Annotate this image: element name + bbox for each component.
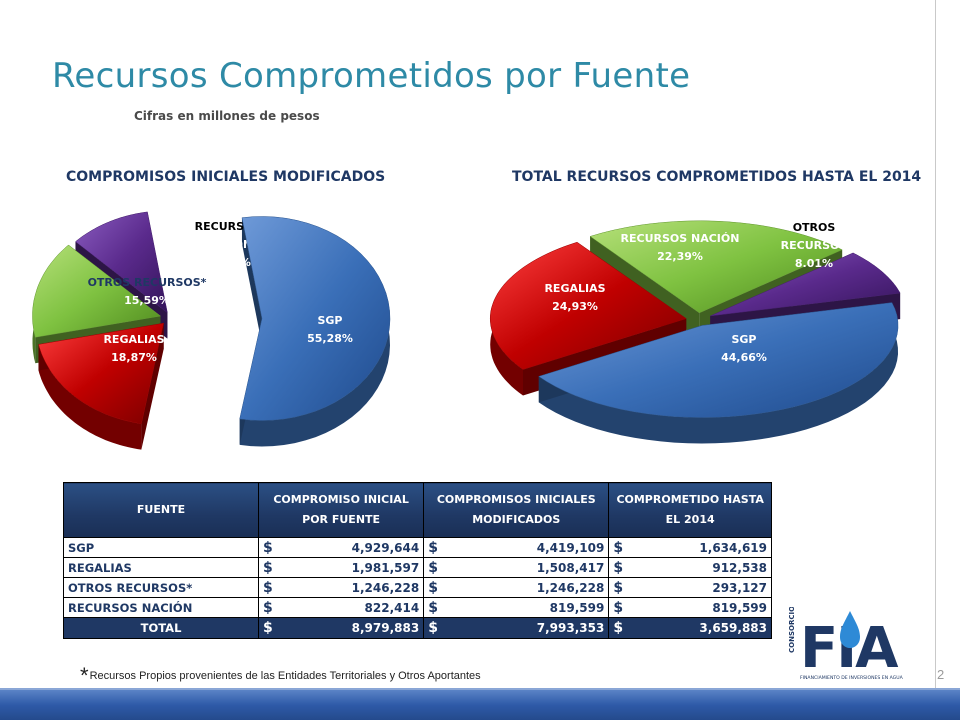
pie-slice-edge [141, 323, 164, 450]
table-row: REGALIAS $ 1,981,597 $ 1,508,417 $ 912,5… [63, 557, 773, 578]
footnote-text: Recursos Propios provenientes de las Ent… [89, 670, 481, 682]
pie-slice-recursos-naci-n [75, 211, 168, 314]
chart-title-left: COMPROMISOS INICIALES MODIFICADOS [66, 169, 386, 185]
pie-slice-regalias [38, 322, 164, 424]
table-row: SGP $ 4,929,644 $ 4,419,109 $ 1,634,619 [63, 537, 773, 558]
slice-category-label: RECURSOS NACIÓN [621, 232, 740, 245]
cell-value: 1,981,597 [281, 557, 425, 578]
slice-category-label: 24,93% [552, 300, 598, 313]
cell-value: 4,419,109 [446, 537, 610, 558]
currency-symbol: $ [608, 537, 632, 558]
currency-symbol: $ [608, 577, 632, 598]
cell-value: 293,127 [631, 577, 773, 598]
table-row: OTROS RECURSOS* $ 1,246,228 $ 1,246,228 … [63, 577, 773, 598]
pie-slice-edge [241, 217, 262, 345]
slice-category-label: OTROS RECURSOS* [88, 276, 207, 289]
pie-slice-otros-recursos [710, 252, 901, 317]
slice-category-label: RECURSOS [781, 239, 848, 252]
cell-value: 1,508,417 [446, 557, 610, 578]
currency-symbol: $ [423, 617, 447, 639]
slice-category-label: OTROS [793, 221, 836, 234]
pie-slice-side [38, 344, 142, 450]
chart-title-right: TOTAL RECURSOS COMPROMETIDOS HASTA EL 20… [512, 169, 922, 185]
fia-logo: CONSORCIO FIA FINANCIAMIENTO DE INVERSIO… [788, 607, 904, 681]
pie-slice-sgp [239, 216, 391, 421]
currency-symbol: $ [423, 577, 447, 598]
total-value: 7,993,353 [446, 617, 610, 639]
cell-value: 819,599 [631, 597, 773, 618]
currency-symbol: $ [258, 597, 281, 618]
pie-slice-recursos-naci-n [589, 220, 843, 314]
currency-symbol: $ [258, 557, 281, 578]
cell-value: 4,929,644 [281, 537, 425, 558]
currency-symbol: $ [423, 537, 447, 558]
row-fuente: SGP [63, 537, 259, 558]
currency-symbol: $ [423, 557, 447, 578]
currency-symbol: $ [258, 537, 281, 558]
slice-category-label: 10.25% [205, 256, 251, 269]
footer-line [0, 688, 960, 690]
currency-symbol: $ [258, 617, 281, 639]
currency-symbol: $ [608, 557, 632, 578]
slice-category-label: REGALIAS [103, 333, 164, 346]
pie-slice-sgp [538, 302, 899, 418]
pie-slice-side [538, 302, 898, 444]
cell-value: 822,414 [281, 597, 425, 618]
total-label: TOTAL [63, 617, 259, 639]
logo-side-text: CONSORCIO [788, 607, 796, 653]
cell-value: 1,246,228 [446, 577, 610, 598]
slice-category-label: 18,87% [111, 351, 157, 364]
row-fuente: RECURSOS NACIÓN [63, 597, 259, 618]
cell-value: 1,246,228 [281, 577, 425, 598]
slice-category-label: REGALIAS [544, 282, 605, 295]
table-header-row: FUENTE COMPROMISO INICIAL POR FUENTE COM… [63, 482, 772, 538]
slice-category-label: 8.01% [795, 257, 833, 270]
logo-tagline: FINANCIAMIENTO DE INVERSIONES EN AGUA [800, 675, 904, 681]
footnote-star: * [80, 663, 89, 688]
resources-table: FUENTE COMPROMISO INICIAL POR FUENTE COM… [63, 482, 773, 639]
slice-category-label: 44,66% [721, 351, 767, 364]
page-number: 2 [937, 667, 945, 682]
total-value: 3,659,883 [631, 617, 773, 639]
page-subtitle: Cifras en millones de pesos [134, 109, 320, 123]
cell-value: 912,538 [631, 557, 773, 578]
pie-charts: RECURSOS NACIÓN 10.25% OTROS RECURSOS* 15,59… [32, 211, 901, 450]
header-comprometido-2014: COMPROMETIDO HASTA EL 2014 [608, 482, 772, 538]
currency-symbol: $ [423, 597, 447, 618]
water-drop-icon [840, 611, 860, 648]
pie-slice-regalias [489, 241, 687, 370]
slice-category-label: 15,59% [124, 294, 170, 307]
slice-category-label: 55,28% [307, 332, 353, 345]
slice-category-label: SGP [731, 333, 756, 346]
header-fuente: FUENTE [63, 482, 259, 538]
currency-symbol: $ [608, 597, 632, 618]
divider-line [935, 0, 936, 690]
table-total-row: TOTAL $ 8,979,883 $ 7,993,353 $ 3,659,88… [63, 617, 773, 639]
slice-category-label: SGP [317, 314, 342, 327]
currency-symbol: $ [608, 617, 632, 639]
header-compromiso-inicial: COMPROMISO INICIAL POR FUENTE [257, 482, 425, 538]
table-row: RECURSOS NACIÓN $ 822,414 $ 819,599 $ 81… [63, 597, 773, 618]
footnote: *Recursos Propios provenientes de las En… [80, 663, 481, 689]
currency-symbol: $ [258, 577, 281, 598]
row-fuente: OTROS RECURSOS* [63, 577, 259, 598]
cell-value: 1,634,619 [631, 537, 773, 558]
page-title: Recursos Comprometidos por Fuente [52, 56, 691, 96]
header-compromisos-modificados: COMPROMISOS INICIALES MODIFICADOS [423, 482, 610, 538]
total-value: 8,979,883 [281, 617, 425, 639]
slice-category-label: NACIÓN [204, 238, 252, 251]
cell-value: 819,599 [446, 597, 610, 618]
slice-category-label: 22,39% [657, 250, 703, 263]
pie-slice-otros-recursos [32, 244, 162, 338]
row-fuente: REGALIAS [63, 557, 259, 578]
footer-bar [0, 690, 960, 720]
